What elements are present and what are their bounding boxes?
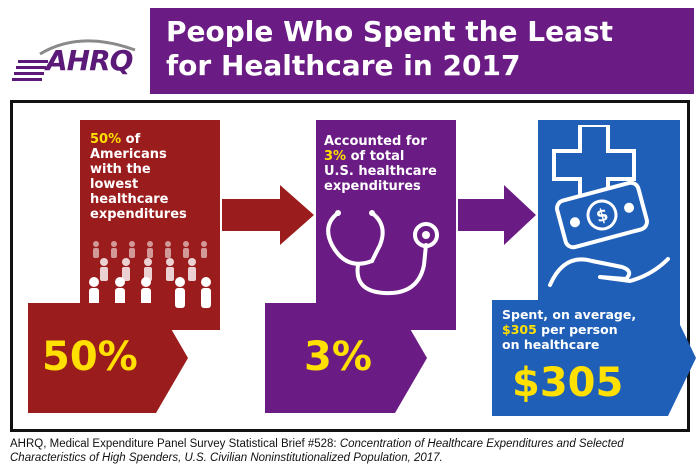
- ahrq-logo-icon: [12, 39, 136, 81]
- panel-spending-line-1: Spent, on average,: [502, 307, 637, 322]
- panel-expenditures-text-2: of total: [346, 149, 405, 164]
- panel-spending-line-3: on healthcare: [502, 337, 600, 352]
- panel-americans-line-2: with the: [90, 162, 151, 177]
- panel-spending-text-2: per person: [536, 322, 618, 337]
- panel-americans-text: 50% of Americans with the lowest healthc…: [90, 132, 220, 222]
- source-citation: AHRQ, Medical Expenditure Panel Survey S…: [10, 437, 690, 465]
- panel-expenditures-line-3: U.S. healthcare: [324, 164, 437, 179]
- svg-text:$: $: [594, 205, 611, 227]
- panel-spending-text: Spent, on average, $305 per person on he…: [502, 307, 672, 352]
- page-title: People Who Spent the Least for Healthcar…: [150, 8, 694, 94]
- arrow-right-icon: [222, 185, 314, 245]
- panel-expenditures-text: Accounted for 3% of total U.S. healthcar…: [324, 134, 456, 194]
- big-box-2-shape: [265, 303, 427, 413]
- big-value-50-percent: 50%: [42, 334, 138, 380]
- panel-americans-highlight: 50%: [90, 132, 122, 147]
- hand-money-medical-cross-icon: $: [548, 125, 670, 287]
- arrow-right-icon-2: [458, 185, 536, 245]
- panel-americans-text-1: of: [121, 132, 141, 147]
- panel-spending-highlight: $305: [502, 322, 537, 337]
- panel-expenditures-line-4: expenditures: [324, 179, 421, 194]
- source-prefix: AHRQ, Medical Expenditure Panel Survey S…: [10, 438, 340, 450]
- big-value-305-dollars: $305: [512, 360, 624, 406]
- big-box-1-shape: [28, 303, 188, 413]
- stethoscope-icon: [326, 210, 439, 296]
- logo-text: AHRQ: [46, 44, 133, 77]
- title-line-2: for Healthcare in 2017: [166, 49, 521, 82]
- panel-americans-line-5: expenditures: [90, 207, 187, 222]
- panel-americans-line-4: healthcare: [90, 192, 169, 207]
- panel-americans-line-1: Americans: [90, 147, 167, 162]
- big-box-3-shape: [492, 300, 696, 416]
- crowd-icon: [89, 241, 211, 308]
- panel-expenditures-highlight: 3%: [324, 149, 347, 164]
- source-title: Concentration of Healthcare Expenditures…: [10, 438, 624, 464]
- big-value-3-percent: 3%: [304, 334, 372, 380]
- panel-expenditures-line-1: Accounted for: [324, 134, 427, 149]
- panel-americans-line-3: lowest: [90, 177, 139, 192]
- title-line-1: People Who Spent the Least: [166, 15, 614, 48]
